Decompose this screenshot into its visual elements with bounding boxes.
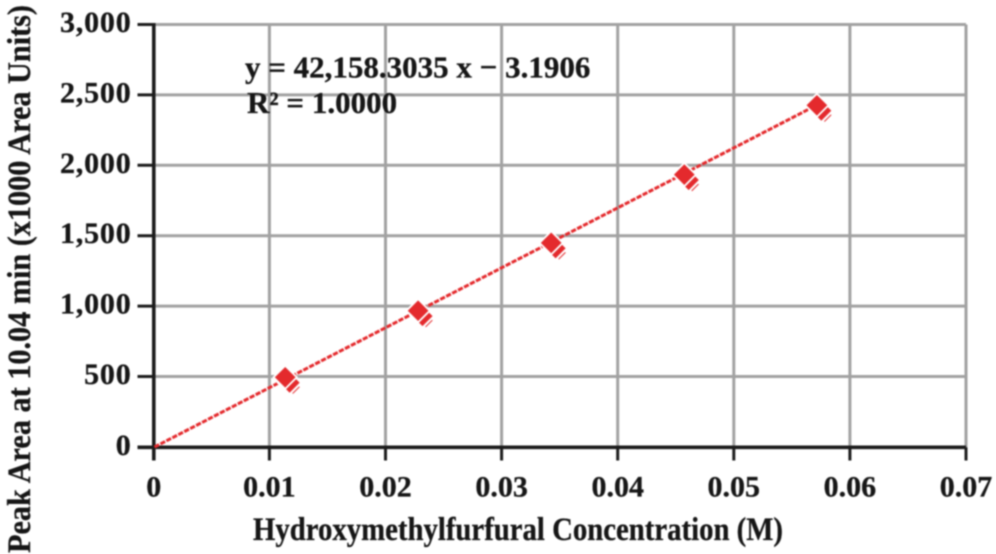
svg-text:0.03: 0.03: [475, 471, 528, 504]
svg-text:R² = 1.0000: R² = 1.0000: [247, 85, 397, 120]
svg-text:2,500: 2,500: [60, 76, 132, 109]
svg-text:0.02: 0.02: [359, 471, 412, 504]
svg-text:y = 42,158.3035 x − 3.1906: y = 42,158.3035 x − 3.1906: [245, 50, 590, 85]
svg-text:0.07: 0.07: [940, 471, 993, 504]
svg-text:0.06: 0.06: [824, 471, 877, 504]
svg-text:2,000: 2,000: [60, 147, 132, 180]
svg-text:0.01: 0.01: [243, 471, 296, 504]
svg-text:0.05: 0.05: [708, 471, 761, 504]
svg-text:500: 500: [84, 358, 131, 391]
svg-text:0: 0: [146, 471, 161, 504]
svg-text:Peak Area at 10.04 min (x1000: Peak Area at 10.04 min (x1000 Area Units…: [2, 5, 38, 553]
svg-text:3,000: 3,000: [60, 6, 132, 39]
svg-text:1,000: 1,000: [60, 288, 132, 321]
svg-text:0: 0: [116, 429, 132, 462]
svg-text:0.04: 0.04: [591, 471, 644, 504]
svg-text:1,500: 1,500: [60, 217, 132, 250]
svg-text:Hydroxymethylfurfural Concentr: Hydroxymethylfurfural Concentration (M): [253, 512, 783, 548]
